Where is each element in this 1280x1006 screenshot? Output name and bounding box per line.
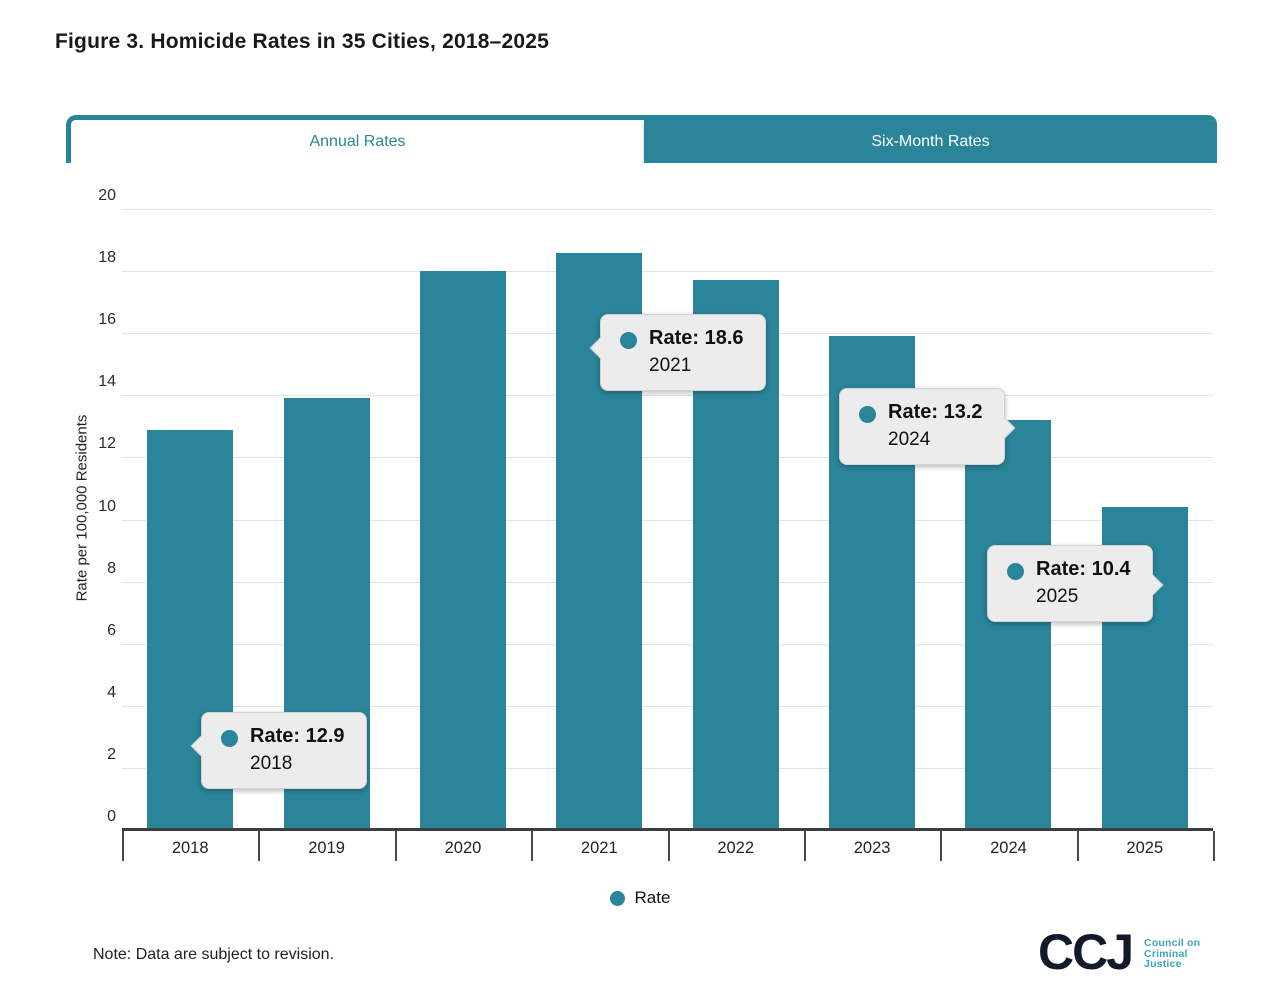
x-tick-label-2022: 2022 bbox=[717, 839, 755, 857]
tooltip-year: 2021 bbox=[649, 355, 692, 376]
x-tick-label-2021: 2021 bbox=[580, 839, 618, 857]
y-tick-label-16: 16 bbox=[98, 311, 116, 329]
y-tick-label-12: 12 bbox=[98, 435, 116, 453]
y-tick-label-0: 0 bbox=[107, 808, 116, 825]
x-axis-tick bbox=[1213, 831, 1215, 861]
tooltip-rate-value: Rate: 18.6 bbox=[649, 327, 744, 349]
tooltip-marker-icon bbox=[859, 406, 876, 423]
x-axis-tick bbox=[667, 831, 670, 861]
tooltip-2024: Rate: 13.2 2024 bbox=[839, 388, 1005, 465]
legend-label[interactable]: Rate bbox=[634, 888, 671, 907]
tab-annual-rates[interactable]: Annual Rates bbox=[71, 120, 644, 163]
tooltip-2025: Rate: 10.4 2025 bbox=[987, 545, 1153, 622]
legend: Rate bbox=[0, 888, 1280, 908]
y-tick-label-20: 20 bbox=[98, 187, 116, 204]
x-axis-tick bbox=[803, 831, 806, 861]
y-tick-label-8: 8 bbox=[107, 559, 116, 577]
y-tick-label-6: 6 bbox=[107, 621, 116, 639]
y-tick-label-4: 4 bbox=[107, 683, 116, 701]
x-tick-label-2023: 2023 bbox=[853, 839, 891, 857]
y-tick-label-10: 10 bbox=[98, 497, 116, 515]
x-axis-tick bbox=[1076, 831, 1079, 861]
x-axis-tick bbox=[531, 831, 534, 861]
gridline-18 bbox=[122, 271, 1213, 273]
x-tick-label-2024: 2024 bbox=[990, 839, 1027, 857]
x-axis-tick bbox=[940, 831, 943, 861]
tooltip-rate-value: Rate: 10.4 bbox=[1036, 558, 1131, 580]
bar-2020[interactable] bbox=[419, 271, 506, 830]
bar-2024[interactable] bbox=[965, 420, 1052, 830]
x-axis-tick bbox=[122, 831, 124, 861]
tooltip-2021: Rate: 18.6 2021 bbox=[600, 314, 766, 391]
tooltip-year: 2024 bbox=[888, 429, 931, 450]
figure-title: Figure 3. Homicide Rates in 35 Cities, 2… bbox=[55, 30, 549, 53]
ccj-logo-mark: CCJ bbox=[1038, 924, 1134, 980]
legend-marker-rate-icon[interactable] bbox=[609, 890, 625, 906]
x-tick-label-2018: 2018 bbox=[171, 839, 209, 857]
gridline-10 bbox=[122, 519, 1213, 521]
x-tick-label-2019: 2019 bbox=[308, 839, 345, 857]
tooltip-marker-icon bbox=[221, 730, 238, 747]
gridline-6 bbox=[122, 643, 1213, 645]
x-tick-label-2025: 2025 bbox=[1126, 839, 1164, 857]
ccj-logo: CCJ Council on Criminal Justice bbox=[1038, 924, 1201, 980]
x-axis-tick bbox=[258, 831, 261, 861]
tooltip-year: 2018 bbox=[250, 753, 293, 774]
gridline-4 bbox=[122, 705, 1213, 707]
tab-bar: Annual Rates Six-Month Rates bbox=[66, 115, 1217, 163]
footnote: Note: Data are subject to revision. bbox=[93, 946, 335, 963]
ccj-logo-tagline: Council on Criminal Justice bbox=[1144, 937, 1201, 971]
tooltip-rate-value: Rate: 12.9 bbox=[250, 725, 345, 747]
y-tick-label-18: 18 bbox=[98, 249, 116, 267]
gridline-2 bbox=[122, 767, 1213, 769]
y-tick-label-2: 2 bbox=[107, 745, 116, 763]
x-tick-label-2020: 2020 bbox=[444, 839, 482, 857]
tooltip-rate-value: Rate: 13.2 bbox=[888, 401, 983, 423]
tooltip-2018: Rate: 12.9 2018 bbox=[201, 712, 367, 789]
gridline-8 bbox=[122, 581, 1213, 583]
tooltip-marker-icon bbox=[620, 332, 637, 349]
tab-six-month-rates[interactable]: Six-Month Rates bbox=[644, 120, 1217, 163]
gridline-20 bbox=[122, 209, 1213, 210]
gridline-14 bbox=[122, 395, 1213, 397]
tooltip-year: 2025 bbox=[1036, 586, 1079, 607]
tooltip-marker-icon bbox=[1007, 563, 1024, 580]
gridline-12 bbox=[122, 457, 1213, 459]
x-axis-line bbox=[122, 828, 1213, 831]
y-tick-label-14: 14 bbox=[98, 373, 116, 391]
x-axis-tick bbox=[394, 831, 397, 861]
